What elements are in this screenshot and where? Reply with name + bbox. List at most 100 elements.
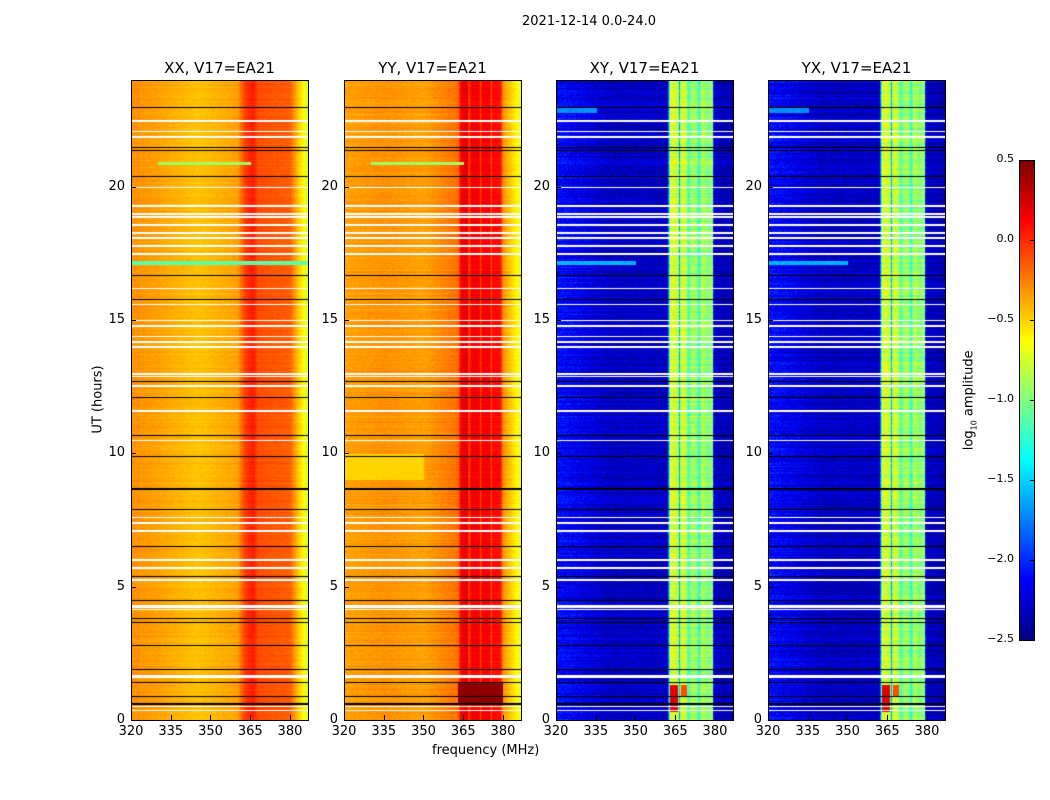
x-tick-label: 350 xyxy=(835,724,860,739)
y-tick-label: 5 xyxy=(541,578,550,594)
x-tick-label: 335 xyxy=(158,724,184,739)
x-tick-label: 335 xyxy=(795,724,821,739)
x-tick-label: 320 xyxy=(755,724,781,739)
y-tick-mark xyxy=(344,453,349,455)
y-tick-label: 15 xyxy=(321,312,338,327)
y-tick-label: 0 xyxy=(116,712,125,727)
y-tick-mark xyxy=(344,586,349,588)
heatmap-panel xyxy=(768,80,946,721)
y-tick-mark xyxy=(768,320,773,321)
x-tick-label: 350 xyxy=(411,724,436,739)
panel-title: YX, V17=EA21 xyxy=(801,59,912,77)
y-tick-label: 15 xyxy=(533,312,550,327)
heatmap-image xyxy=(132,81,308,720)
heatmap-image xyxy=(345,81,521,720)
x-tick-label: 335 xyxy=(583,724,609,739)
x-tick-mark xyxy=(768,715,769,720)
x-tick-label: 320 xyxy=(543,724,569,739)
colorbar-tick-label: −1.0 xyxy=(987,392,1014,405)
y-tick-mark xyxy=(131,186,136,188)
colorbar-tick-mark xyxy=(1030,640,1034,641)
colorbar-tick-label: 0.0 xyxy=(996,232,1015,245)
y-tick-mark xyxy=(768,720,773,721)
y-tick-label: 15 xyxy=(745,312,762,327)
colorbar-tick-mark xyxy=(1030,160,1034,161)
y-tick-label: 10 xyxy=(533,445,550,461)
x-tick-label: 380 xyxy=(490,724,516,739)
x-tick-label: 335 xyxy=(371,724,397,739)
x-tick-mark xyxy=(595,715,597,720)
y-tick-label: 10 xyxy=(321,445,338,461)
x-tick-label: 380 xyxy=(277,724,303,739)
y-tick-label: 5 xyxy=(329,578,338,594)
y-axis-label: UT (hours) xyxy=(90,365,106,434)
x-tick-mark xyxy=(210,715,212,720)
y-tick-mark xyxy=(556,586,561,588)
y-tick-label: 0 xyxy=(329,712,338,727)
x-tick-mark xyxy=(344,715,345,720)
panel-title: YY, V17=EA21 xyxy=(378,59,487,77)
colorbar-tick-label: −2.0 xyxy=(987,552,1014,565)
x-tick-mark xyxy=(635,715,637,720)
x-tick-mark xyxy=(250,715,252,720)
colorbar-tick-mark xyxy=(1030,560,1034,561)
y-tick-mark xyxy=(768,586,773,588)
x-tick-label: 350 xyxy=(623,724,648,739)
panel-title: XX, V17=EA21 xyxy=(164,59,275,77)
colorbar-label-log: log xyxy=(961,430,977,451)
y-tick-label: 10 xyxy=(108,445,125,461)
y-tick-label: 5 xyxy=(753,578,762,594)
x-tick-mark xyxy=(714,715,716,720)
x-tick-mark xyxy=(383,715,385,720)
x-tick-label: 320 xyxy=(331,724,357,739)
x-tick-mark xyxy=(887,715,889,720)
heatmap-image xyxy=(769,81,945,720)
colorbar-tick-label: −2.5 xyxy=(987,632,1014,645)
x-tick-label: 380 xyxy=(914,724,940,739)
x-tick-label: 365 xyxy=(662,724,688,739)
y-tick-mark xyxy=(344,720,349,721)
figure-title: 2021-12-14 0.0-24.0 xyxy=(522,14,656,29)
x-tick-label: 320 xyxy=(118,724,144,739)
y-tick-mark xyxy=(556,320,561,321)
y-tick-mark xyxy=(344,320,349,321)
colorbar-tick-mark xyxy=(1030,400,1034,401)
x-tick-mark xyxy=(423,715,425,720)
x-axis-label: frequency (MHz) xyxy=(432,743,540,758)
colorbar-tick-mark xyxy=(1030,320,1034,321)
y-tick-mark xyxy=(344,186,349,188)
colorbar-tick-label: −0.5 xyxy=(987,312,1014,325)
y-tick-mark xyxy=(131,586,136,588)
y-tick-label: 5 xyxy=(116,578,125,594)
x-tick-label: 350 xyxy=(198,724,223,739)
x-tick-mark xyxy=(131,715,132,720)
y-tick-mark xyxy=(131,720,136,721)
y-tick-label: 20 xyxy=(533,178,550,194)
heatmap-panel xyxy=(344,80,522,721)
heatmap-image xyxy=(557,81,733,720)
panel-title: XY, V17=EA21 xyxy=(589,59,700,77)
y-tick-label: 15 xyxy=(108,312,125,327)
y-tick-mark xyxy=(556,186,561,188)
colorbar xyxy=(1019,160,1035,641)
y-tick-label: 0 xyxy=(753,712,762,727)
x-tick-mark xyxy=(170,715,172,720)
colorbar-label-sub: 10 xyxy=(969,420,979,431)
heatmap-panel xyxy=(131,80,309,721)
colorbar-tick-label: −1.5 xyxy=(987,472,1014,485)
colorbar-gradient xyxy=(1020,161,1034,640)
x-tick-mark xyxy=(556,715,557,720)
colorbar-tick-mark xyxy=(1030,240,1034,241)
x-tick-mark xyxy=(847,715,849,720)
y-tick-mark xyxy=(131,320,136,321)
x-tick-mark xyxy=(289,715,291,720)
x-tick-label: 365 xyxy=(237,724,263,739)
x-tick-mark xyxy=(675,715,677,720)
colorbar-label-rest: amplitude xyxy=(961,350,977,421)
colorbar-tick-label: 0.5 xyxy=(996,152,1015,165)
y-tick-mark xyxy=(768,453,773,455)
x-tick-label: 365 xyxy=(874,724,900,739)
x-tick-label: 380 xyxy=(702,724,728,739)
y-tick-mark xyxy=(131,453,136,455)
